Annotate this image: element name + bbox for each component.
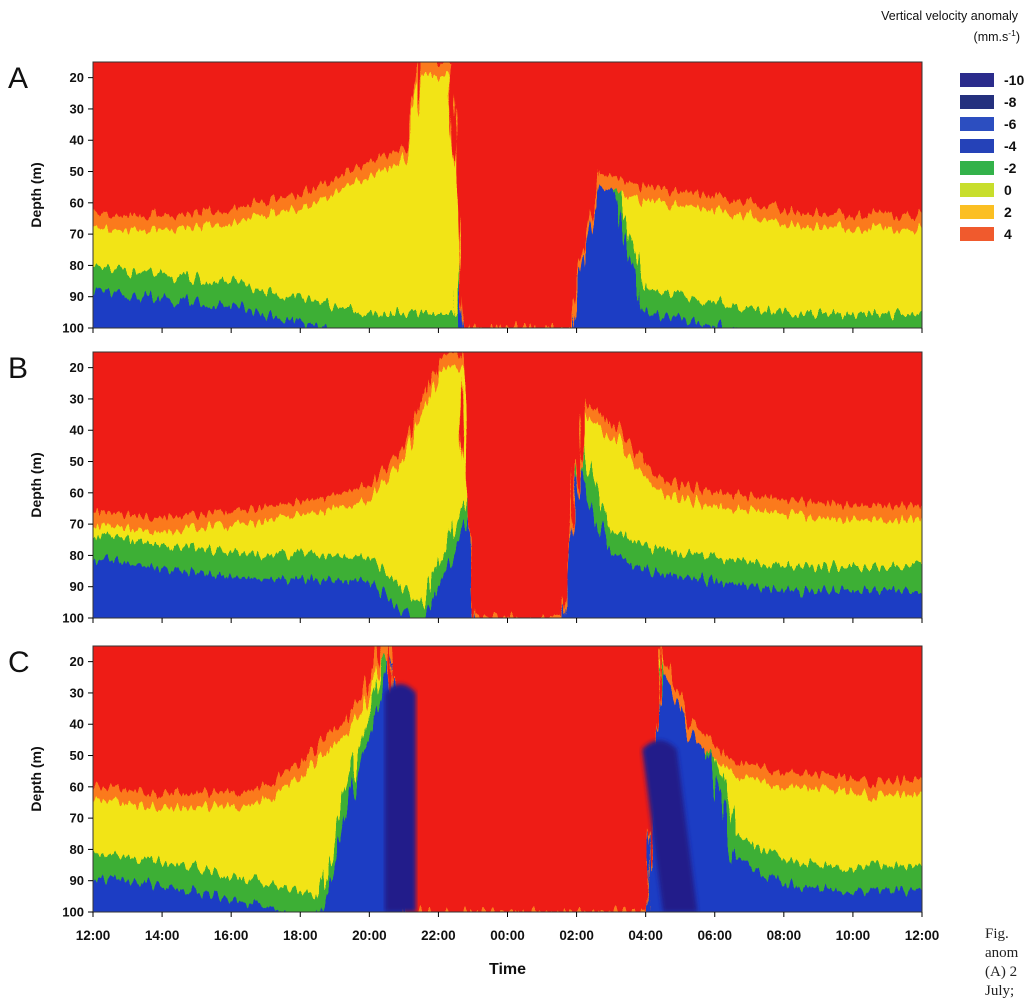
- y-tick-label: 90: [70, 289, 84, 304]
- y-tick-label: 60: [70, 485, 84, 500]
- red-zone: [93, 62, 922, 328]
- legend-label: -4: [1004, 138, 1017, 154]
- legend-label: 4: [1004, 226, 1012, 242]
- y-tick-label: 70: [70, 227, 84, 242]
- heatmap-field: [93, 352, 922, 618]
- y-tick-label: 60: [70, 195, 84, 210]
- x-tick-label: 10:00: [836, 928, 871, 943]
- y-tick-label: 20: [70, 360, 84, 375]
- legend-label: -8: [1004, 94, 1017, 110]
- y-tick-label: 100: [62, 611, 84, 626]
- red-zone: [93, 646, 922, 912]
- y-tick-label: 30: [70, 101, 84, 116]
- x-tick-label: 14:00: [145, 928, 180, 943]
- panel-label: C: [8, 646, 30, 679]
- x-tick-label: 12:00: [76, 928, 111, 943]
- y-tick-label: 50: [70, 164, 84, 179]
- y-tick-label: 30: [70, 685, 84, 700]
- caption-line-2: anom: [985, 945, 1019, 961]
- heatmap-field: [93, 62, 922, 328]
- legend-label: -2: [1004, 160, 1017, 176]
- x-tick-label: 08:00: [767, 928, 802, 943]
- legend-swatch: [960, 117, 994, 131]
- y-tick-label: 70: [70, 517, 84, 532]
- y-tick-label: 100: [62, 905, 84, 920]
- panel-label: B: [8, 352, 28, 385]
- caption-line-1: Fig.: [985, 926, 1009, 942]
- y-tick-label: 80: [70, 548, 84, 563]
- x-tick-label: 06:00: [697, 928, 732, 943]
- y-tick-label: 20: [70, 654, 84, 669]
- y-tick-label: 60: [70, 779, 84, 794]
- y-tick-label: 80: [70, 258, 84, 273]
- x-tick-label: 00:00: [490, 928, 525, 943]
- legend-label: 2: [1004, 204, 1012, 220]
- x-tick-label: 20:00: [352, 928, 387, 943]
- panel-label: A: [8, 62, 28, 95]
- y-tick-label: 20: [70, 70, 84, 85]
- x-tick-label: 12:00: [905, 928, 940, 943]
- x-tick-label: 16:00: [214, 928, 249, 943]
- panel-c: 20 30 40 50 60 70 80 90 100 12:00 14:00 16:00 18:00 2…: [8, 645, 940, 978]
- colorbar-legend: Vertical velocity anomaly (mm.s-1) -10 -8 -6…: [881, 9, 1024, 242]
- panel-a: 20 30 40 50 60 70 80 90 100 Depth (m) A: [8, 61, 923, 336]
- y-tick-label: 40: [70, 423, 84, 438]
- legend-label: 0: [1004, 182, 1012, 198]
- y-axis-label: Depth (m): [28, 452, 44, 517]
- blue-zone: [93, 656, 922, 912]
- dark-band-2: [642, 740, 698, 912]
- x-tick-label: 22:00: [421, 928, 456, 943]
- y-tick-label: 70: [70, 811, 84, 826]
- y-tick-label: 40: [70, 717, 84, 732]
- x-axis-label: Time: [489, 961, 526, 978]
- y-tick-label: 90: [70, 579, 84, 594]
- legend-swatch: [960, 95, 994, 109]
- legend-swatch: [960, 139, 994, 153]
- x-tick-label: 04:00: [628, 928, 663, 943]
- legend-swatch: [960, 205, 994, 219]
- red-zone: [93, 352, 922, 618]
- caption-line-3: (A) 2: [985, 964, 1018, 980]
- dark-band-1: [384, 683, 416, 912]
- legend-swatch: [960, 73, 994, 87]
- x-tick-label: 18:00: [283, 928, 318, 943]
- legend-units: (mm.s-1): [974, 28, 1020, 44]
- y-tick-label: 100: [62, 321, 84, 336]
- x-tick-label: 02:00: [559, 928, 594, 943]
- legend-swatch: [960, 183, 994, 197]
- legend-label: -6: [1004, 116, 1017, 132]
- y-axis-label: Depth (m): [28, 162, 44, 227]
- caption-line-4: July;: [985, 983, 1015, 999]
- legend-swatch: [960, 227, 994, 241]
- heatmap-field: [93, 646, 922, 912]
- y-tick-label: 30: [70, 391, 84, 406]
- panel-b: 20 30 40 50 60 70 80 90 100 Depth (m) B: [8, 351, 923, 626]
- y-tick-label: 50: [70, 454, 84, 469]
- y-tick-label: 80: [70, 842, 84, 857]
- y-tick-label: 90: [70, 873, 84, 888]
- y-tick-label: 40: [70, 133, 84, 148]
- legend-title: Vertical velocity anomaly: [881, 9, 1019, 23]
- legend-swatch: [960, 161, 994, 175]
- legend-label: -10: [1004, 72, 1024, 88]
- y-axis-label: Depth (m): [28, 746, 44, 811]
- y-tick-label: 50: [70, 748, 84, 763]
